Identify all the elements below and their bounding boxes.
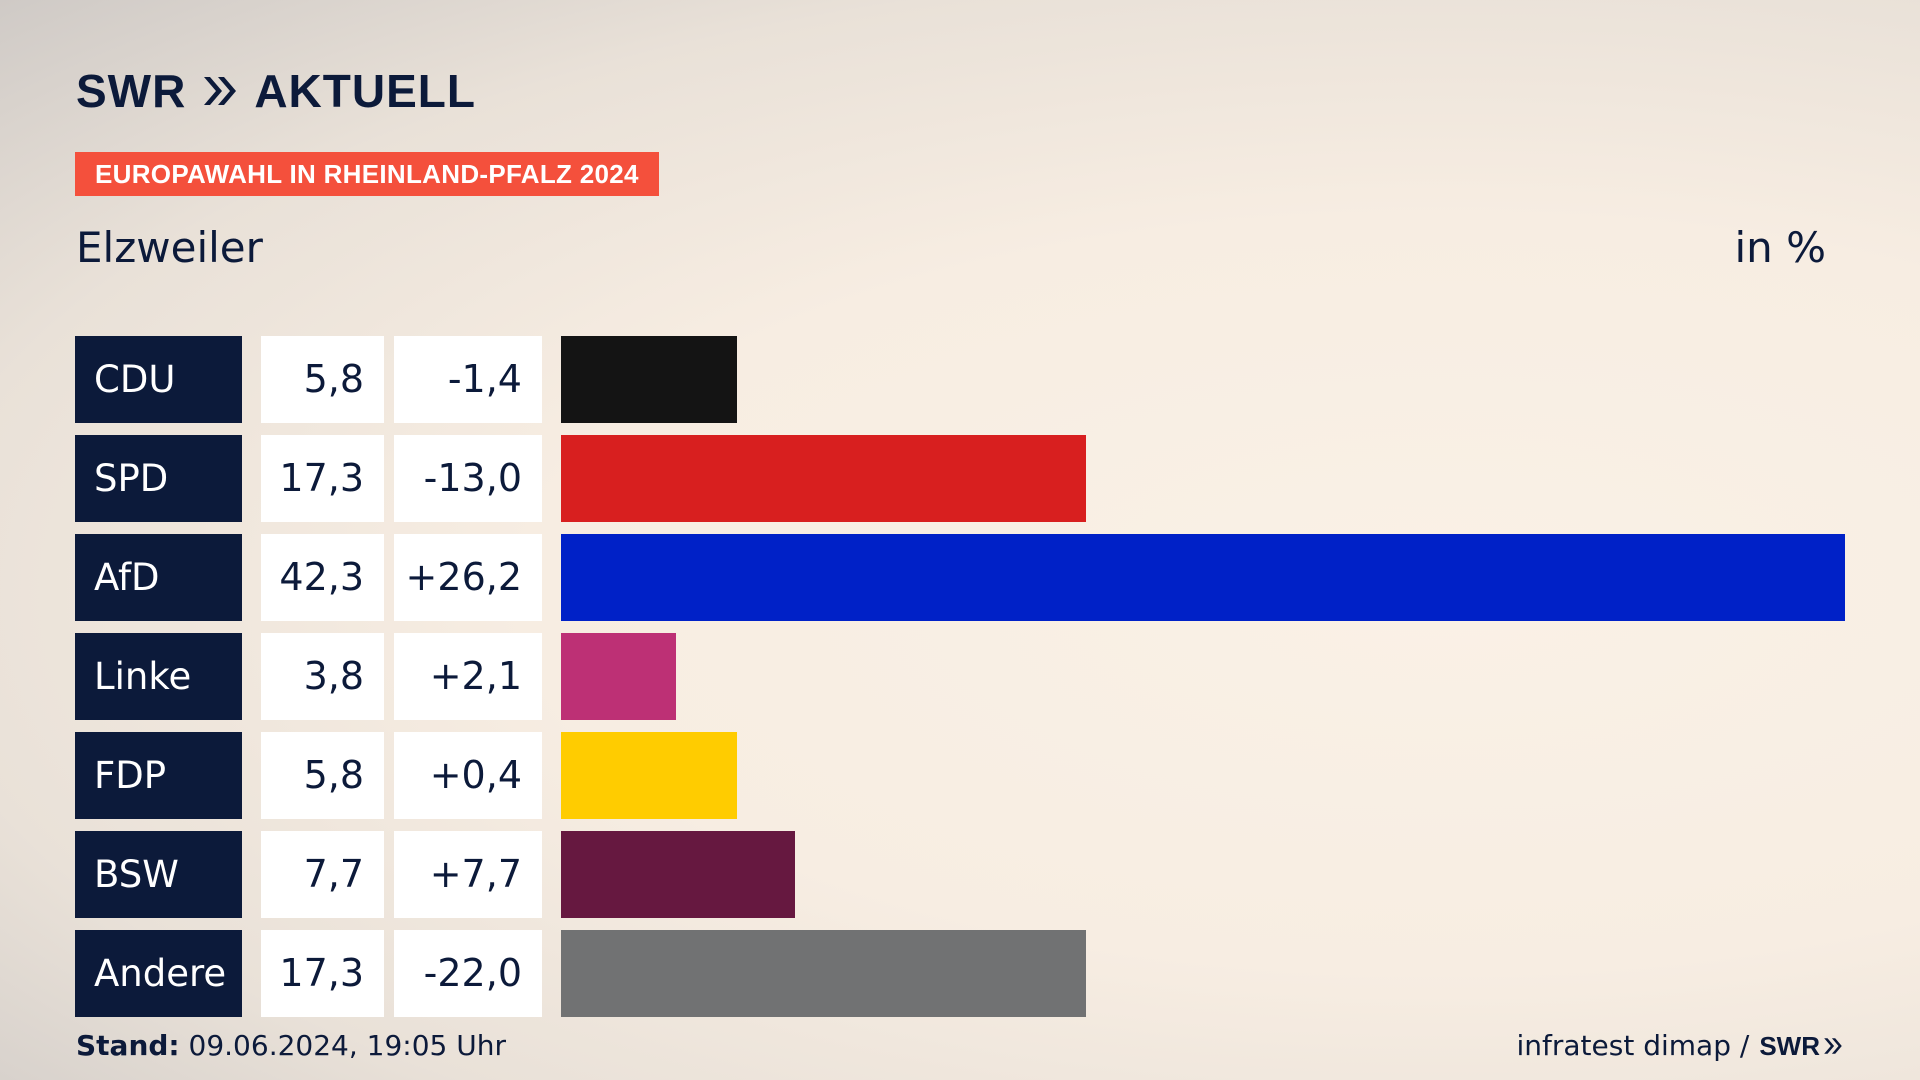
result-row: CDU 5,8 -1,4 xyxy=(75,336,1845,423)
source-text: infratest dimap / xyxy=(1516,1029,1750,1062)
result-row: SPD 17,3 -13,0 xyxy=(75,435,1845,522)
unit-label: in % xyxy=(1734,223,1826,272)
party-label: BSW xyxy=(75,831,242,918)
bar-bsw xyxy=(561,831,795,918)
mini-swr-logo: SWR xyxy=(1759,1028,1844,1064)
result-row: AfD 42,3 +26,2 xyxy=(75,534,1845,621)
double-chevron-icon xyxy=(204,77,237,105)
bar-fdp xyxy=(561,732,737,819)
mini-double-chevron-icon xyxy=(1824,1038,1842,1054)
result-row: BSW 7,7 +7,7 xyxy=(75,831,1845,918)
region-title: Elzweiler xyxy=(76,223,263,272)
vote-change-value: -13,0 xyxy=(394,435,542,522)
result-row: Linke 3,8 +2,1 xyxy=(75,633,1845,720)
party-label: SPD xyxy=(75,435,242,522)
bar-spd xyxy=(561,435,1086,522)
party-label: Andere xyxy=(75,930,242,1017)
logo-aktuell-text: AKTUELL xyxy=(254,65,476,117)
bar-afd xyxy=(561,534,1845,621)
vote-change-value: +0,4 xyxy=(394,732,542,819)
vote-change-value: +7,7 xyxy=(394,831,542,918)
vote-share-value: 7,7 xyxy=(261,831,384,918)
vote-change-value: -1,4 xyxy=(394,336,542,423)
bar-andere xyxy=(561,930,1086,1017)
vote-change-value: +26,2 xyxy=(394,534,542,621)
vote-share-value: 17,3 xyxy=(261,435,384,522)
vote-share-value: 3,8 xyxy=(261,633,384,720)
vote-share-value: 5,8 xyxy=(261,336,384,423)
bar-linke xyxy=(561,633,676,720)
stand-value: 09.06.2024, 19:05 Uhr xyxy=(188,1029,506,1062)
swr-aktuell-logo: SWR AKTUELL xyxy=(76,66,476,116)
result-row: Andere 17,3 -22,0 xyxy=(75,930,1845,1017)
party-label: FDP xyxy=(75,732,242,819)
party-label: CDU xyxy=(75,336,242,423)
stand-label: Stand: xyxy=(76,1029,180,1062)
party-label: Linke xyxy=(75,633,242,720)
election-tag: EUROPAWAHL IN RHEINLAND-PFALZ 2024 xyxy=(75,152,659,196)
timestamp: Stand: 09.06.2024, 19:05 Uhr xyxy=(76,1028,506,1064)
party-label: AfD xyxy=(75,534,242,621)
mini-swr-text: SWR xyxy=(1759,1031,1820,1061)
vote-change-value: -22,0 xyxy=(394,930,542,1017)
vote-share-value: 42,3 xyxy=(261,534,384,621)
vote-share-value: 17,3 xyxy=(261,930,384,1017)
vote-share-value: 5,8 xyxy=(261,732,384,819)
bar-cdu xyxy=(561,336,737,423)
vote-change-value: +2,1 xyxy=(394,633,542,720)
source-credit: infratest dimap / SWR xyxy=(1517,1028,1845,1064)
result-row: FDP 5,8 +0,4 xyxy=(75,732,1845,819)
logo-swr-text: SWR xyxy=(76,65,187,117)
